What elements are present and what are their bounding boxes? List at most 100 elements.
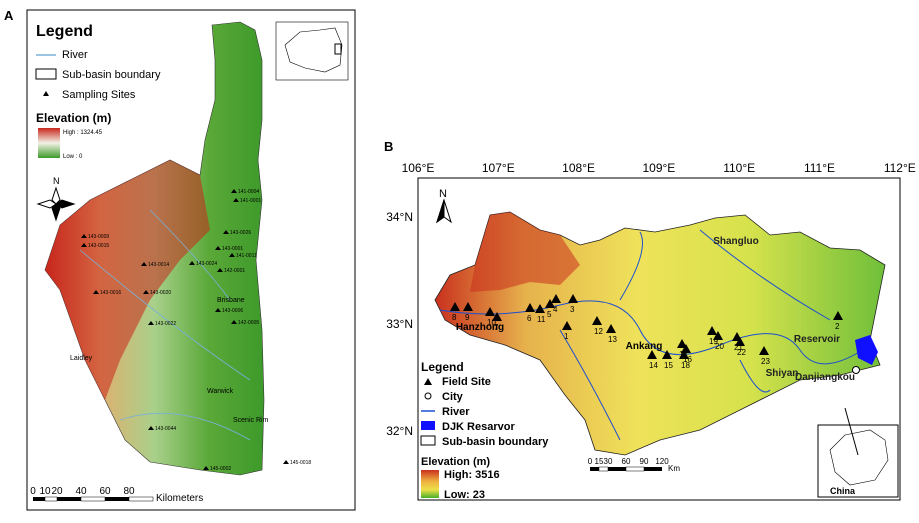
site-label: 2: [835, 322, 840, 331]
legend-item: River: [442, 406, 470, 418]
scale-label: 0: [30, 486, 36, 497]
site-label: 14: [649, 361, 658, 370]
site-marker: [450, 302, 460, 311]
site-label: 11: [537, 315, 546, 324]
site-marker: [189, 261, 195, 265]
site-marker: [485, 307, 495, 316]
site-label: 143-0020: [150, 290, 171, 296]
scale-unit: Km: [668, 464, 680, 473]
highland: [45, 160, 210, 400]
site-marker: [231, 320, 237, 324]
elevation-low: Low : 0: [63, 154, 83, 160]
legend-item: City: [442, 391, 464, 403]
legend-item: Sub-basin boundary: [442, 436, 549, 448]
site-marker: [545, 299, 555, 308]
longitude: 109°E: [642, 161, 675, 175]
inset-label: China: [830, 486, 856, 496]
city-marker: [852, 366, 860, 374]
place: Warwick: [207, 388, 234, 395]
panel-b: B 106°E 107°E 108°E 109°E 110°E 111°E 112°E 34°N…: [384, 139, 916, 501]
panel-a: A Legend River Sub-basin boundary Sampling S…: [4, 8, 356, 511]
site-label: 9: [465, 313, 470, 322]
city: Shangluo: [713, 236, 759, 247]
site-label: 143-0024: [196, 261, 217, 267]
site-label: 143-0026: [230, 230, 251, 236]
site-label: 145-0018: [290, 460, 311, 466]
site-marker: [148, 321, 154, 325]
site-label: 13: [608, 335, 617, 344]
site-marker: [679, 350, 689, 359]
panel-label: A: [4, 8, 14, 23]
scale-bar: [33, 496, 154, 502]
site-marker: [681, 344, 691, 353]
city: Ankang: [626, 341, 663, 352]
city: Reservoir: [794, 334, 840, 345]
site-marker: [143, 290, 149, 294]
legend-item: River: [62, 49, 88, 61]
site-marker: [283, 460, 289, 464]
site-marker: [492, 312, 502, 321]
scale-label: 20: [51, 486, 63, 497]
city: Danjiangkou: [795, 372, 855, 383]
north: N: [439, 188, 447, 200]
scale-label: 30: [604, 457, 613, 466]
site-marker: [713, 331, 723, 340]
site-marker: [81, 234, 87, 238]
legend-item: Sub-basin boundary: [62, 69, 161, 81]
elevation-ramp: [38, 128, 60, 158]
site-label: 143-0016: [100, 290, 121, 296]
site-marker: [233, 198, 239, 202]
elevation-high: High: 3516: [444, 469, 500, 481]
site-label: 20: [715, 342, 724, 351]
longitude: 111°E: [804, 161, 835, 175]
elevation-title: Elevation (m): [421, 456, 490, 468]
site-marker: [592, 316, 602, 325]
site-label: 22: [737, 348, 746, 357]
site-label: 18: [681, 361, 690, 370]
legend-boundary: [35, 68, 57, 80]
inset-box: [334, 43, 342, 55]
panel-label: B: [384, 139, 393, 154]
legend-item: Field Site: [442, 376, 491, 388]
scale-label: 40: [75, 486, 87, 497]
site-marker: [662, 350, 672, 359]
legend-title: Legend: [421, 360, 464, 374]
site-label: 143-0022: [155, 321, 176, 327]
longitude: 107°E: [482, 161, 515, 175]
elevation-high: High : 1324.45: [63, 130, 103, 136]
longitude: 108°E: [562, 161, 595, 175]
reservoir: [855, 335, 878, 365]
site-marker: [217, 268, 223, 272]
site-marker: [677, 339, 687, 348]
site-label: 4: [553, 305, 558, 314]
legend-item: DJK Resarvor: [442, 421, 515, 433]
scale-label: 60: [99, 486, 111, 497]
site-marker: [223, 230, 229, 234]
latitude: 32°N: [386, 424, 413, 438]
site-label: 8: [452, 313, 457, 322]
north-arrow: [436, 198, 452, 224]
site-label: 143-0001: [222, 246, 243, 252]
site-marker: [525, 303, 535, 312]
north: N: [53, 176, 60, 186]
site-label: 141-0004: [238, 189, 259, 195]
river: [439, 229, 871, 441]
site-marker: [141, 262, 147, 266]
site-marker: [231, 189, 237, 193]
site-marker: [568, 294, 578, 303]
site-label: 141-0001: [240, 198, 261, 204]
site-label: 142-0001: [224, 268, 245, 274]
scale-bar: [590, 466, 662, 472]
inset-pointer: [844, 407, 859, 456]
river: [79, 209, 251, 441]
site-marker: [148, 426, 154, 430]
north-arrow: [36, 186, 76, 222]
site-marker: [535, 304, 545, 313]
city: Shiyan: [766, 368, 799, 379]
legend-item: Sampling Sites: [62, 89, 136, 101]
site-label: 1: [564, 332, 569, 341]
site-label: 23: [761, 357, 770, 366]
site-label: 15: [664, 361, 673, 370]
place: Brisbane: [217, 297, 245, 304]
site-label: 16: [683, 355, 692, 364]
